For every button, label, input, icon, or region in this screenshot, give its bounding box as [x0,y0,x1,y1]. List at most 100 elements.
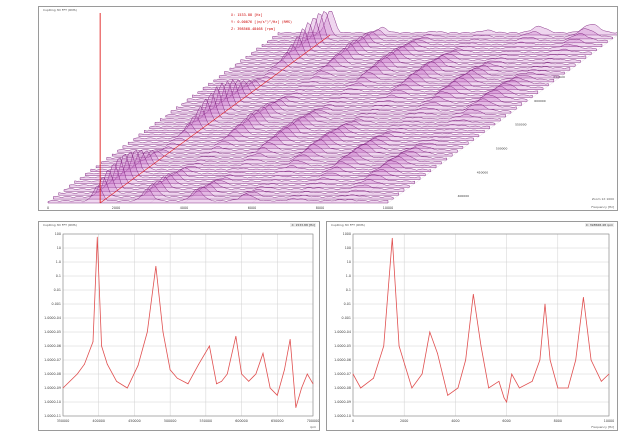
waterfall-footer: Frequency [Hz] [591,205,614,209]
waterfall-slice [79,151,421,180]
spectrum-point [284,369,285,371]
waterfall-depth-tick-label: 600000 [534,99,546,103]
waterfall-slice [213,68,555,83]
x-tick-label: 400000 [92,419,105,423]
waterfall-title: CupRing 3D FFT (RMS) [43,8,77,12]
spectrum-point [567,387,569,389]
spectrum-point [437,352,438,354]
x-tick-label: 6000 [502,419,510,423]
waterfall-slice [240,44,581,63]
spectrum-point [480,345,482,347]
y-tick-label: 1.0000-05 [334,344,351,348]
y-tick-label: 100 [345,246,351,250]
y-tick-label: 1.0000-05 [44,330,61,334]
spectrum-point [457,387,459,389]
waterfall-slice [224,60,565,75]
spectrum-point [62,387,64,389]
y-tick-label: 10 [347,260,351,264]
waterfall-depth-tick-label: 450000 [477,170,489,174]
waterfall-slice [181,79,522,106]
spectrum-point [162,331,164,333]
plot-frame [352,233,610,417]
freq-spectrum-panel: CupRing 3D FFT (RMS) X: 398568.48 rpm 10… [326,221,618,431]
cursor-readout-y: Y: 0.00076 [(m/s²)²/Hz] (RMS) [231,20,293,24]
spectrum-point [608,373,610,375]
spectrum-point [383,345,385,347]
freq-spectrum-readout: X: 398568.48 rpm [584,223,614,227]
waterfall-slice [133,126,474,141]
waterfall-slice [144,115,485,133]
rpm-spectrum-readout: X: 1533.88 [Hz] [290,223,316,227]
spectrum-point [306,373,308,375]
waterfall-slice [218,64,560,79]
y-tick-label: 1.0000-10 [334,414,351,418]
spectrum-point [241,373,242,375]
spectrum-point [106,363,108,365]
y-tick-label: 1.0000-07 [334,372,351,376]
spectrum-point [590,359,592,361]
cursor-depth-line [99,34,331,204]
waterfall-slice [106,147,448,161]
cursor-readout-x: X: 1533.88 [Hz] [231,13,263,17]
spectrum-point [187,383,189,385]
spectrum-point [289,338,291,340]
x-tick-label: 4000 [451,419,459,423]
waterfall-slice [101,150,442,165]
rpm-spectrum-plot[interactable]: 100 10 1.0 0.1 0.01 0.001 1.0000-04 1.0000-05 1.… [39,222,319,430]
y-tick-label: 1.0000-09 [44,386,61,390]
spectrum-point [84,363,85,365]
waterfall-plot[interactable]: 0 2000 4000 6000 8000 10000 400000 450000 500000… [39,7,617,210]
spectrum-point [352,373,354,375]
y-tick-label: 0.01 [344,302,351,306]
y-tick-label: 1.0 [56,260,61,264]
freq-spectrum-plot[interactable]: 1000 100 10 1.0 0.1 0.01 0.001 1.0000-04 1.0000-… [327,222,617,430]
spectrum-point [269,387,271,389]
waterfall-guide-line [217,34,449,204]
spectrum-point [101,345,102,347]
waterfall-slice [90,150,432,172]
waterfall-depth-tick-label: 500000 [496,147,508,151]
spectrum-point [96,236,98,238]
y-tick-label: 0.001 [52,302,61,306]
spectrum-point [126,387,128,389]
y-tick-label: 1.0000-06 [334,358,351,362]
y-tick-label: 0.1 [346,288,351,292]
x-tick-label: 450000 [128,419,141,423]
spectrum-point [116,380,117,382]
y-tick-label: 1.0000-04 [44,316,61,320]
waterfall-x-tick-label: 2000 [112,206,120,210]
spectrum-point [488,387,490,389]
waterfall-slice [74,154,415,184]
waterfall-slice [245,36,587,59]
spectrum-point [76,373,78,375]
x-tick-label: 2000 [400,419,408,423]
spectrum-point [255,373,257,375]
spectrum-point [391,237,393,239]
spectrum-point [503,397,505,399]
waterfall-depth-tick-label: 400000 [458,194,470,198]
waterfall-x-tick-label: 6000 [248,206,256,210]
waterfall-guide-line [81,34,313,204]
spectrum-point [137,365,139,366]
y-tick-label: 1.0000-08 [334,386,351,390]
y-tick-label: 1.0000-06 [44,344,61,348]
spectrum-point [92,341,94,343]
spectrum-point [531,380,533,382]
waterfall-slice [138,122,480,137]
spectrum-point [209,345,210,347]
y-tick-label: 10 [57,246,61,250]
y-tick-label: 1.0000-08 [44,372,61,376]
spectrum-trace [352,238,610,404]
spectrum-point [465,359,466,361]
waterfall-slice [208,73,549,87]
plot-frame [62,233,314,417]
y-tick-label: 1000 [343,232,351,236]
spectrum-point [169,369,171,371]
waterfall-slice [256,22,597,51]
y-tick-label: 1.0000-09 [334,400,351,404]
spectrum-point [583,296,584,298]
y-tick-label: 1.0000-07 [44,358,61,362]
spectrum-point [176,377,178,379]
waterfall-slice [53,177,394,200]
spectrum-point [221,380,222,382]
